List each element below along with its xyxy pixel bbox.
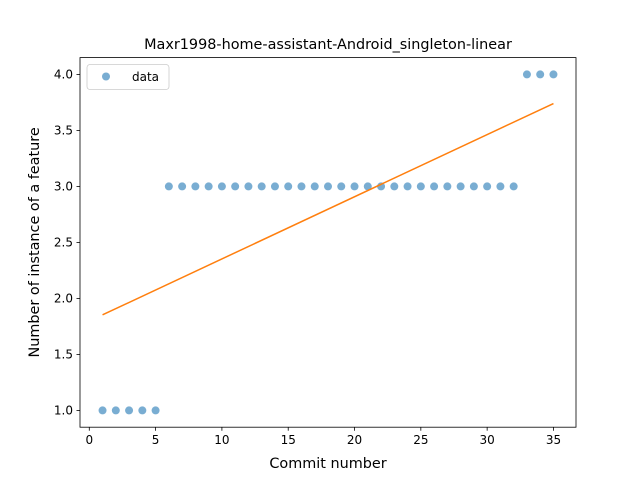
legend: data [86, 64, 170, 90]
x-tick-label: 5 [152, 433, 160, 447]
x-tick-label: 25 [413, 433, 428, 447]
y-axis: 1.0 1.5 2.0 2.5 3.0 3.5 4.0 [54, 68, 80, 418]
data-point [151, 406, 160, 415]
data-point [350, 182, 359, 191]
plot-area [98, 70, 558, 415]
data-point [509, 182, 518, 191]
legend-label: data [132, 70, 159, 84]
legend-box [86, 64, 170, 90]
data-point [416, 182, 425, 191]
x-tick-label: 10 [214, 433, 229, 447]
data-point [456, 182, 465, 191]
chart-title: Maxr1998-home-assistant-Android_singleto… [144, 37, 512, 53]
data-point [257, 182, 266, 191]
x-tick-label: 35 [546, 433, 561, 447]
data-point [164, 182, 173, 191]
fit-line [102, 102, 554, 316]
y-tick-label: 1.5 [54, 348, 73, 362]
x-tick-label: 30 [480, 433, 495, 447]
data-point [377, 182, 386, 191]
data-point [536, 70, 545, 79]
y-tick-label: 1.0 [54, 404, 73, 418]
data-point [310, 182, 319, 191]
data-point [98, 406, 107, 415]
data-point [231, 182, 240, 191]
data-point [483, 182, 492, 191]
y-tick-label: 3.0 [54, 180, 73, 194]
x-tick-label: 15 [281, 433, 296, 447]
data-point [443, 182, 452, 191]
data-point [191, 182, 200, 191]
y-tick-label: 2.0 [54, 292, 73, 306]
data-point [125, 406, 134, 415]
data-point [403, 182, 412, 191]
data-point [324, 182, 332, 191]
data-point [363, 182, 372, 191]
x-tick-label: 0 [85, 433, 93, 447]
data-point [178, 182, 187, 191]
data-point [549, 70, 558, 79]
data-point [390, 182, 399, 191]
x-axis-label: Commit number [269, 456, 386, 472]
data-point [204, 182, 213, 191]
data-point [284, 182, 293, 191]
legend-marker [102, 72, 110, 81]
y-tick-label: 3.5 [54, 124, 73, 138]
data-point [469, 182, 478, 191]
axes-frame [79, 57, 577, 428]
data-point [111, 406, 120, 415]
data-point [244, 182, 253, 191]
data-point [138, 406, 147, 415]
data-point [430, 182, 439, 191]
data-point [496, 182, 505, 191]
data-point [337, 182, 346, 191]
y-tick-label: 4.0 [54, 68, 73, 82]
data-point [522, 70, 531, 79]
data-point [217, 182, 226, 191]
x-axis: 0 5 10 15 20 25 30 35 [85, 427, 561, 447]
y-tick-label: 2.5 [54, 236, 73, 250]
x-tick-label: 20 [347, 433, 362, 447]
y-axis-label: Number of instance of a feature [27, 127, 43, 357]
data-point [270, 182, 279, 191]
data-point [297, 182, 306, 191]
